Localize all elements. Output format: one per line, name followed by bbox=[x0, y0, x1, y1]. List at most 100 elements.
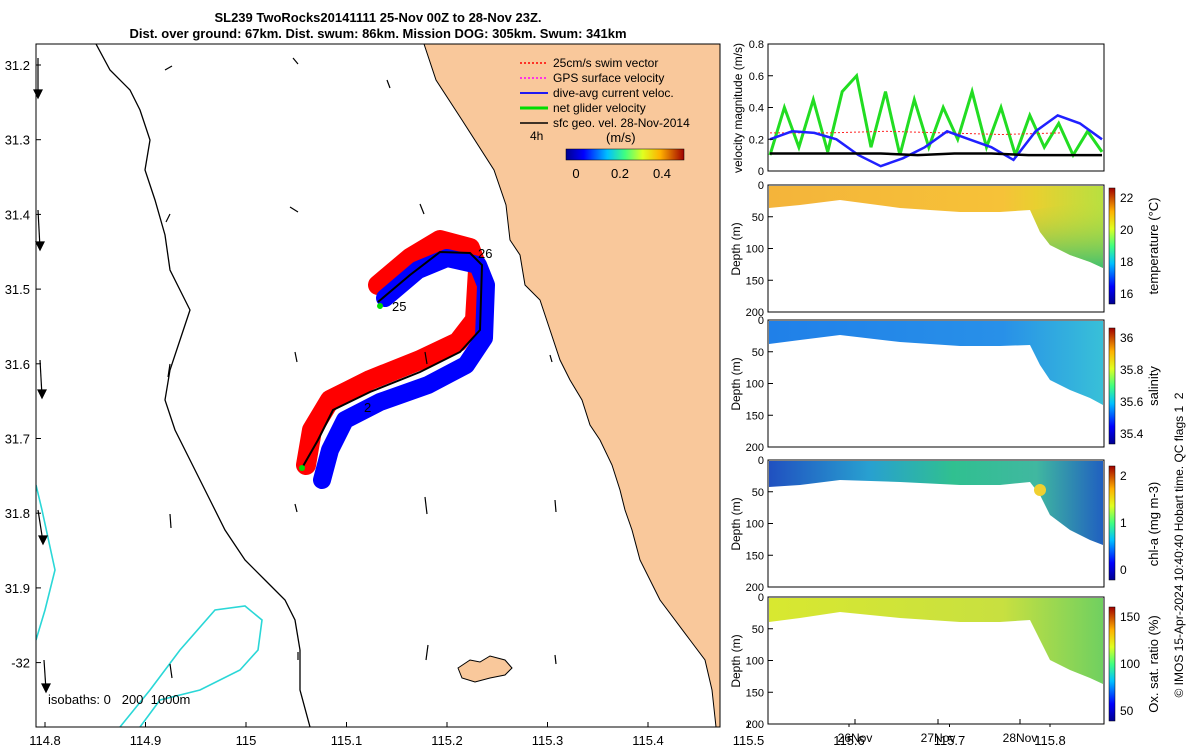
speed-colorbar-tick-1: 0.2 bbox=[611, 166, 629, 181]
depth-tick-label: 200 bbox=[746, 307, 764, 319]
glider-track bbox=[296, 230, 495, 489]
map-x-tick-label: 115 bbox=[236, 733, 257, 748]
colorbar-tick-label: 35.6 bbox=[1120, 395, 1144, 409]
track-end-marker bbox=[299, 465, 305, 471]
velocity-y-tick-label: 0.2 bbox=[749, 134, 764, 146]
velocity-panel: 0 0.2 0.4 0.6 0.8 velocity magnitude (m/s) bbox=[731, 39, 1105, 178]
depth-tick-label: 0 bbox=[758, 455, 764, 467]
rottnest-island bbox=[457, 655, 513, 683]
legend-geo-label: sfc geo. vel. 28-Nov-2014 bbox=[553, 116, 690, 130]
oxygen-field bbox=[769, 598, 1103, 684]
depth-ylabel: Depth (m) bbox=[729, 357, 743, 410]
depth-ylabel: Depth (m) bbox=[729, 634, 743, 687]
colorbar-tick-label: 2 bbox=[1120, 469, 1127, 483]
depth-tick-label: 0 bbox=[758, 315, 764, 327]
map-x-tick-label: 114.9 bbox=[130, 733, 162, 748]
chlorophyll-high-spot bbox=[1034, 484, 1046, 496]
salinity-colorbar bbox=[1108, 327, 1116, 445]
map-x-tick-label: 115.3 bbox=[532, 733, 564, 748]
time-axis: 26Nov 27Nov 28Nov bbox=[838, 719, 1038, 745]
map-y-tick-label: 31.2 bbox=[5, 58, 30, 73]
figure-title-line2: Dist. over ground: 67km. Dist. swum: 86k… bbox=[129, 26, 626, 41]
time-tick-label: 26Nov bbox=[838, 731, 873, 745]
map-x-tick-label: 115.1 bbox=[331, 733, 363, 748]
chlorophyll-field bbox=[769, 461, 1103, 545]
colorbar-unit-label: (m/s) bbox=[606, 130, 636, 145]
isobath-1000m bbox=[36, 484, 263, 727]
colorbar-tick-label: 150 bbox=[1120, 610, 1140, 624]
salinity-panel: salinity bbox=[767, 319, 1161, 448]
depth-tick-label: 100 bbox=[746, 244, 764, 256]
depth-panels: temperature (°C) salinity chl-a (mg m-3)… bbox=[729, 180, 1161, 731]
map-x-tick-label: 115.7 bbox=[934, 733, 966, 748]
map-x-tick-label: 114.8 bbox=[29, 733, 61, 748]
colorbar-tick-label: 16 bbox=[1120, 287, 1134, 301]
salinity-cbar-label: salinity bbox=[1146, 366, 1161, 406]
depth-tick-label: 50 bbox=[752, 487, 764, 499]
current-vectors bbox=[313, 249, 495, 489]
oxygen-cbar-label: Ox. sat. ratio (%) bbox=[1146, 615, 1161, 713]
swim-vectors bbox=[296, 230, 488, 475]
legend-gps-label: GPS surface velocity bbox=[553, 71, 664, 85]
map-y-tick-label: 31.7 bbox=[5, 432, 30, 447]
map-x-tick-label: 115.8 bbox=[1034, 733, 1066, 748]
legend-net-label: net glider velocity bbox=[553, 101, 646, 115]
colorbar-tick-label: 100 bbox=[1120, 657, 1140, 671]
colorbar-tick-label: 1 bbox=[1120, 516, 1127, 530]
map-x-tick-label: 115.2 bbox=[431, 733, 463, 748]
depth-ylabel: Depth (m) bbox=[729, 222, 743, 275]
figure-title-line1: SL239 TwoRocks20141111 25-Nov 00Z to 28-… bbox=[214, 10, 541, 25]
map-x-tick-label: 115.5 bbox=[733, 733, 765, 748]
speed-colorbar bbox=[565, 148, 685, 161]
chlorophyll-colorbar bbox=[1108, 465, 1116, 581]
map-y-tick-label: 31.3 bbox=[5, 133, 30, 148]
map-y-axis: 31.2 31.3 31.4 31.5 31.6 31.7 31.8 31.9 -32 bbox=[5, 58, 41, 671]
depth-tick-label: 100 bbox=[746, 656, 764, 668]
velocity-y-tick-label: 0 bbox=[758, 166, 764, 178]
colorbar-tick-label: 22 bbox=[1120, 191, 1134, 205]
temperature-deep-field bbox=[1030, 200, 1103, 268]
map-x-tick-label: 115.4 bbox=[632, 733, 664, 748]
depth-axes: 0 50 100 150 200 Depth (m) 0 50 100 150 200 Depth (… bbox=[729, 180, 773, 731]
depth-tick-label: 150 bbox=[746, 550, 764, 562]
colorbar-tick-label: 35.8 bbox=[1120, 363, 1144, 377]
depth-tick-label: 200 bbox=[746, 442, 764, 454]
chlorophyll-panel: chl-a (mg m-3) bbox=[767, 459, 1161, 588]
depth-tick-label: 100 bbox=[746, 519, 764, 531]
map-y-tick-label: 31.6 bbox=[5, 357, 30, 372]
land-area bbox=[423, 44, 720, 727]
velocity-y-tick-label: 0.8 bbox=[749, 39, 764, 51]
velocity-plot-area bbox=[767, 43, 1105, 172]
depth-tick-label: 200 bbox=[746, 582, 764, 594]
day-label-26: 26 bbox=[478, 246, 492, 261]
depth-tick-label: 100 bbox=[746, 379, 764, 391]
map-y-tick-label: -32 bbox=[11, 656, 30, 671]
map-y-tick-label: 31.5 bbox=[5, 282, 30, 297]
velocity-y-tick-label: 0.4 bbox=[749, 103, 764, 115]
depth-tick-label: 150 bbox=[746, 275, 764, 287]
speed-colorbar-tick-0: 0 bbox=[572, 166, 579, 181]
day-label-25: 25 bbox=[392, 299, 406, 314]
day-label-2: 2 bbox=[364, 400, 371, 415]
colorbar-tick-label: 18 bbox=[1120, 255, 1134, 269]
dive-avg-current-series bbox=[769, 114, 1103, 168]
map-x-tick-label: 115.6 bbox=[833, 733, 865, 748]
depth-tick-label: 0 bbox=[758, 180, 764, 192]
oxygen-panel: Ox. sat. ratio (%) bbox=[767, 596, 1161, 725]
velocity-y-tick-label: 0.6 bbox=[749, 71, 764, 83]
velocity-ylabel: velocity magnitude (m/s) bbox=[731, 43, 745, 173]
depth-tick-label: 0 bbox=[758, 592, 764, 604]
net-velocity-series bbox=[770, 152, 1102, 157]
depth-tick-label: 50 bbox=[752, 347, 764, 359]
depth-tick-label: 200 bbox=[746, 719, 764, 731]
map-y-tick-label: 31.9 bbox=[5, 581, 30, 596]
colorbar-tick-label: 0 bbox=[1120, 563, 1127, 577]
depth-tick-label: 50 bbox=[752, 624, 764, 636]
colorbar-tick-label: 36 bbox=[1120, 331, 1134, 345]
time-tick-label: 28Nov bbox=[1003, 731, 1038, 745]
map-panel: 26 25 2 bbox=[5, 43, 1066, 748]
copyright-note: © IMOS 15-Apr-2024 10:40:40 Hobart time.… bbox=[1172, 392, 1186, 697]
map-legend: 25cm/s swim vector GPS surface velocity … bbox=[520, 56, 690, 181]
glider-path bbox=[301, 250, 484, 469]
legend-swim-label: 25cm/s swim vector bbox=[553, 56, 658, 70]
